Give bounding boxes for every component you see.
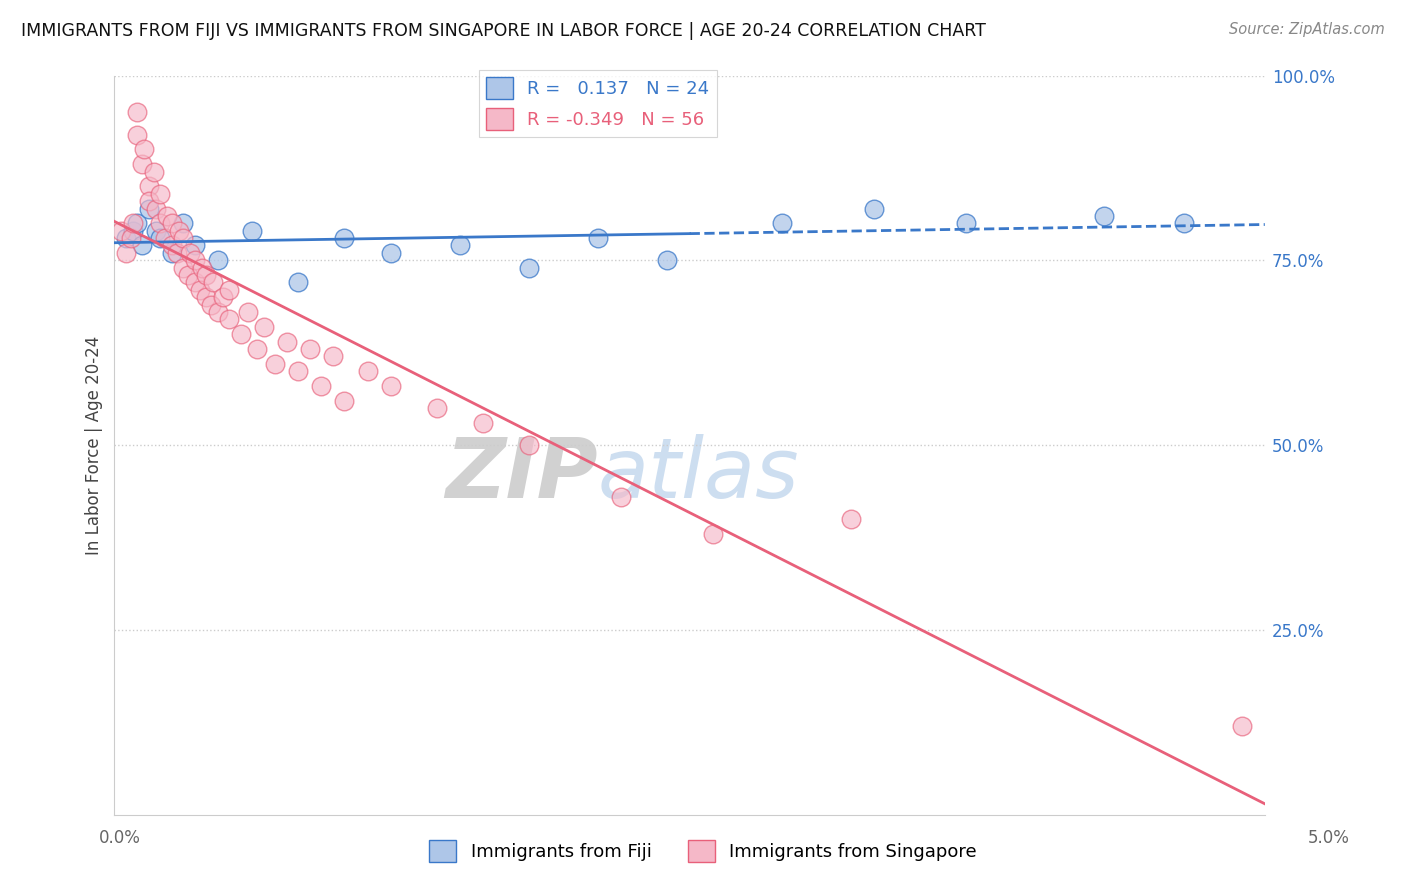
Point bbox=[586, 231, 609, 245]
Point bbox=[322, 350, 344, 364]
Legend: Immigrants from Fiji, Immigrants from Singapore: Immigrants from Fiji, Immigrants from Si… bbox=[422, 833, 984, 870]
Point bbox=[207, 253, 229, 268]
Point bbox=[356, 364, 378, 378]
Point bbox=[253, 319, 276, 334]
Point bbox=[862, 202, 884, 216]
Point bbox=[153, 231, 176, 245]
Point bbox=[333, 393, 356, 408]
Point bbox=[179, 246, 201, 260]
Point bbox=[121, 216, 143, 230]
Point bbox=[264, 357, 287, 371]
Point bbox=[333, 231, 356, 245]
Point bbox=[172, 260, 194, 275]
Point bbox=[131, 157, 153, 171]
Point bbox=[149, 216, 172, 230]
Text: ZIP: ZIP bbox=[444, 434, 598, 515]
Point bbox=[839, 512, 862, 526]
Point bbox=[218, 312, 240, 326]
Point bbox=[449, 238, 471, 252]
Point bbox=[138, 202, 160, 216]
Point bbox=[167, 224, 190, 238]
Point bbox=[184, 276, 207, 290]
Point bbox=[156, 209, 179, 223]
Point bbox=[200, 298, 222, 312]
Point bbox=[142, 164, 165, 178]
Point bbox=[127, 128, 149, 142]
Y-axis label: In Labor Force | Age 20-24: In Labor Force | Age 20-24 bbox=[86, 335, 103, 555]
Point bbox=[1173, 216, 1195, 230]
Point bbox=[229, 327, 252, 342]
Point bbox=[115, 231, 138, 245]
Point bbox=[195, 290, 218, 304]
Point bbox=[655, 253, 678, 268]
Point bbox=[218, 283, 240, 297]
Point bbox=[517, 260, 540, 275]
Point bbox=[471, 416, 494, 430]
Point bbox=[380, 379, 402, 393]
Point bbox=[134, 143, 156, 157]
Point bbox=[195, 268, 218, 282]
Text: 0.0%: 0.0% bbox=[98, 829, 141, 847]
Point bbox=[166, 246, 188, 260]
Point bbox=[188, 283, 211, 297]
Point bbox=[211, 290, 233, 304]
Point bbox=[120, 231, 142, 245]
Point bbox=[276, 334, 298, 349]
Point bbox=[425, 401, 447, 415]
Point bbox=[149, 231, 172, 245]
Text: Source: ZipAtlas.com: Source: ZipAtlas.com bbox=[1229, 22, 1385, 37]
Point bbox=[246, 342, 269, 356]
Legend: R =   0.137   N = 24, R = -0.349   N = 56: R = 0.137 N = 24, R = -0.349 N = 56 bbox=[478, 70, 717, 137]
Point bbox=[149, 186, 172, 201]
Point bbox=[127, 216, 149, 230]
Point bbox=[702, 526, 724, 541]
Point bbox=[172, 231, 194, 245]
Point bbox=[311, 379, 333, 393]
Point bbox=[955, 216, 977, 230]
Point bbox=[1092, 209, 1115, 223]
Point bbox=[184, 238, 207, 252]
Text: atlas: atlas bbox=[598, 434, 799, 515]
Point bbox=[770, 216, 793, 230]
Point bbox=[138, 179, 160, 194]
Point bbox=[160, 246, 183, 260]
Point bbox=[121, 224, 143, 238]
Point bbox=[1230, 719, 1253, 733]
Point bbox=[145, 202, 167, 216]
Point bbox=[131, 238, 153, 252]
Point bbox=[298, 342, 321, 356]
Point bbox=[242, 224, 264, 238]
Point bbox=[145, 224, 167, 238]
Point bbox=[127, 105, 149, 120]
Point bbox=[177, 268, 200, 282]
Point bbox=[160, 216, 183, 230]
Point bbox=[184, 253, 207, 268]
Point bbox=[609, 490, 631, 504]
Point bbox=[207, 305, 229, 319]
Text: IMMIGRANTS FROM FIJI VS IMMIGRANTS FROM SINGAPORE IN LABOR FORCE | AGE 20-24 COR: IMMIGRANTS FROM FIJI VS IMMIGRANTS FROM … bbox=[21, 22, 986, 40]
Point bbox=[202, 276, 225, 290]
Point bbox=[287, 276, 309, 290]
Point bbox=[380, 246, 402, 260]
Point bbox=[110, 224, 132, 238]
Text: 5.0%: 5.0% bbox=[1308, 829, 1350, 847]
Point bbox=[172, 216, 194, 230]
Point bbox=[287, 364, 309, 378]
Point bbox=[115, 246, 138, 260]
Point bbox=[517, 438, 540, 452]
Point bbox=[191, 260, 214, 275]
Point bbox=[236, 305, 259, 319]
Point bbox=[138, 194, 160, 209]
Point bbox=[160, 238, 183, 252]
